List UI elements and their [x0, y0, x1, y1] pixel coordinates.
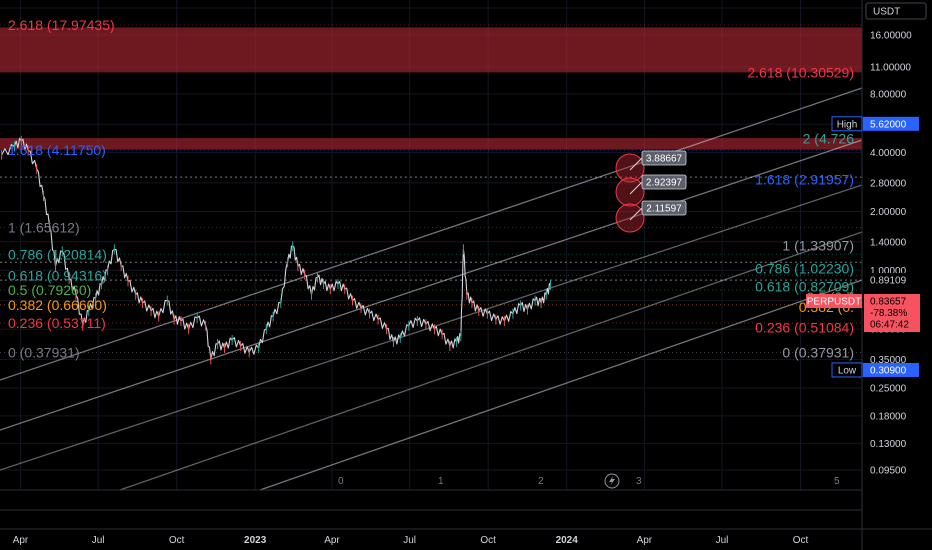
y-tick-label: 1.40000	[870, 237, 907, 248]
fib-label-right: 2 (4.726	[803, 131, 855, 147]
y-tick-label: 0.25000	[870, 383, 907, 394]
low-badge	[831, 362, 863, 378]
lightning-icon	[604, 473, 620, 489]
y-tick-label: 0.09500	[870, 466, 907, 477]
fib-label-left: 0.382 (0.66600)	[8, 297, 107, 313]
channel-line	[119, 231, 863, 491]
x-tick-label: 2023	[244, 535, 267, 546]
target-box	[641, 150, 687, 166]
fib-label-left: 0.786 (1.20814)	[8, 246, 107, 262]
y-tick-label: 8.00000	[870, 89, 907, 100]
target-label: 2.11597	[646, 204, 682, 215]
target-box	[641, 174, 687, 190]
high-label: High	[837, 119, 858, 130]
y-tick-label: 0.18000	[870, 411, 907, 422]
fib-label-right: 0 (0.37931)	[782, 345, 854, 361]
low-value-box	[863, 362, 919, 377]
target-connector	[629, 181, 643, 195]
price-line	[1, 137, 551, 360]
target-connector	[629, 207, 643, 221]
fib-label-left: 0.618 (0.94316)	[8, 267, 107, 283]
ticker-price: 0.83657	[870, 297, 907, 308]
fib-label-left: 0.5 (0.79260)	[8, 282, 91, 298]
y-tick-label: 0.13000	[870, 439, 907, 450]
currency-label: USDT	[873, 7, 900, 18]
currency-box	[865, 2, 927, 20]
high-value: 5.62000	[870, 119, 907, 130]
price-series	[1, 135, 551, 365]
fib-label-left: 2.618 (17.97435)	[8, 17, 115, 33]
fib-zones	[0, 27, 862, 150]
y-tick-label: 0.35000	[870, 355, 907, 366]
fib-zone	[0, 27, 862, 73]
channel-number: 0	[338, 476, 344, 487]
target-label: 3.88667	[646, 154, 683, 165]
target-box	[641, 200, 687, 216]
fib-label-left: 0.236 (0.53711)	[8, 315, 106, 331]
ticker-change: -78.38%	[870, 308, 907, 319]
target-circle	[615, 153, 645, 183]
x-tick-label: Jul	[403, 535, 416, 546]
fib-zone	[0, 138, 862, 150]
y-tick-label: 2.00000	[870, 207, 907, 218]
y-tick-label: 4.00000	[870, 148, 907, 159]
channel-number: 3	[636, 476, 642, 487]
y-tick-label: 11.00000	[870, 62, 911, 73]
x-tick-label: Oct	[480, 535, 496, 546]
fib-label-right: 1.618 (2.91957)	[755, 171, 854, 187]
y-tick-label: 2.80000	[870, 178, 907, 189]
ticker-countdown: 06:47:42	[870, 320, 909, 331]
channel-number: 1	[438, 476, 444, 487]
target-connector	[629, 157, 643, 171]
channel-markers: 0 1 2 3 5	[338, 473, 840, 489]
target-circle	[615, 203, 645, 233]
last-price-value: 0.89109	[870, 276, 907, 287]
x-tick-label: Apr	[637, 535, 653, 546]
target-label: 2.92397	[646, 178, 683, 189]
channel-line	[259, 279, 863, 491]
y-tick-label: 16.00000	[870, 31, 912, 42]
channel-number: 5	[834, 476, 840, 487]
fib-label-left: 1 (1.65612)	[8, 219, 80, 235]
fib-label-right: 0.236 (0.51084)	[755, 319, 854, 335]
x-tick-label: Apr	[13, 535, 29, 546]
fib-label-left: 0 (0.37931)	[8, 345, 80, 361]
fib-label-right: 0.618 (0.82709)	[755, 278, 854, 294]
last-price-box	[864, 273, 920, 288]
x-tick-label: Jul	[716, 535, 729, 546]
x-tick-label: Jul	[92, 535, 105, 546]
grid	[0, 0, 862, 490]
channel-line	[0, 139, 863, 431]
fib-label-left: 1.618 (4.11750)	[8, 142, 106, 158]
fib-label-right: 2.618 (10.30529)	[747, 64, 854, 80]
dotted-levels	[0, 24, 862, 353]
target-circle	[615, 177, 645, 207]
low-label: Low	[838, 365, 857, 376]
fib-label-right: 1 (1.33907)	[782, 238, 854, 254]
x-tick-label: 2024	[556, 535, 579, 546]
channel-line	[0, 87, 863, 381]
channel-number: 2	[538, 476, 544, 487]
ticker-symbol: PERPUSDT	[807, 297, 861, 308]
x-tick-label: Oct	[793, 535, 809, 546]
x-tick-label: Oct	[169, 535, 185, 546]
x-tick-label: Apr	[324, 535, 340, 546]
fib-label-right: 0.786 (1.02230)	[755, 260, 854, 276]
high-value-box	[863, 116, 919, 131]
lightning-icon-glyph	[609, 476, 615, 486]
ticker-price-box	[864, 294, 920, 332]
y-tick-label: 1.00000	[870, 266, 907, 277]
ticker-symbol-box	[806, 294, 862, 308]
high-badge	[831, 116, 863, 132]
low-value: 0.30900	[870, 365, 907, 376]
target-markers: 3.88667 2.92397 2.11597	[615, 150, 687, 233]
